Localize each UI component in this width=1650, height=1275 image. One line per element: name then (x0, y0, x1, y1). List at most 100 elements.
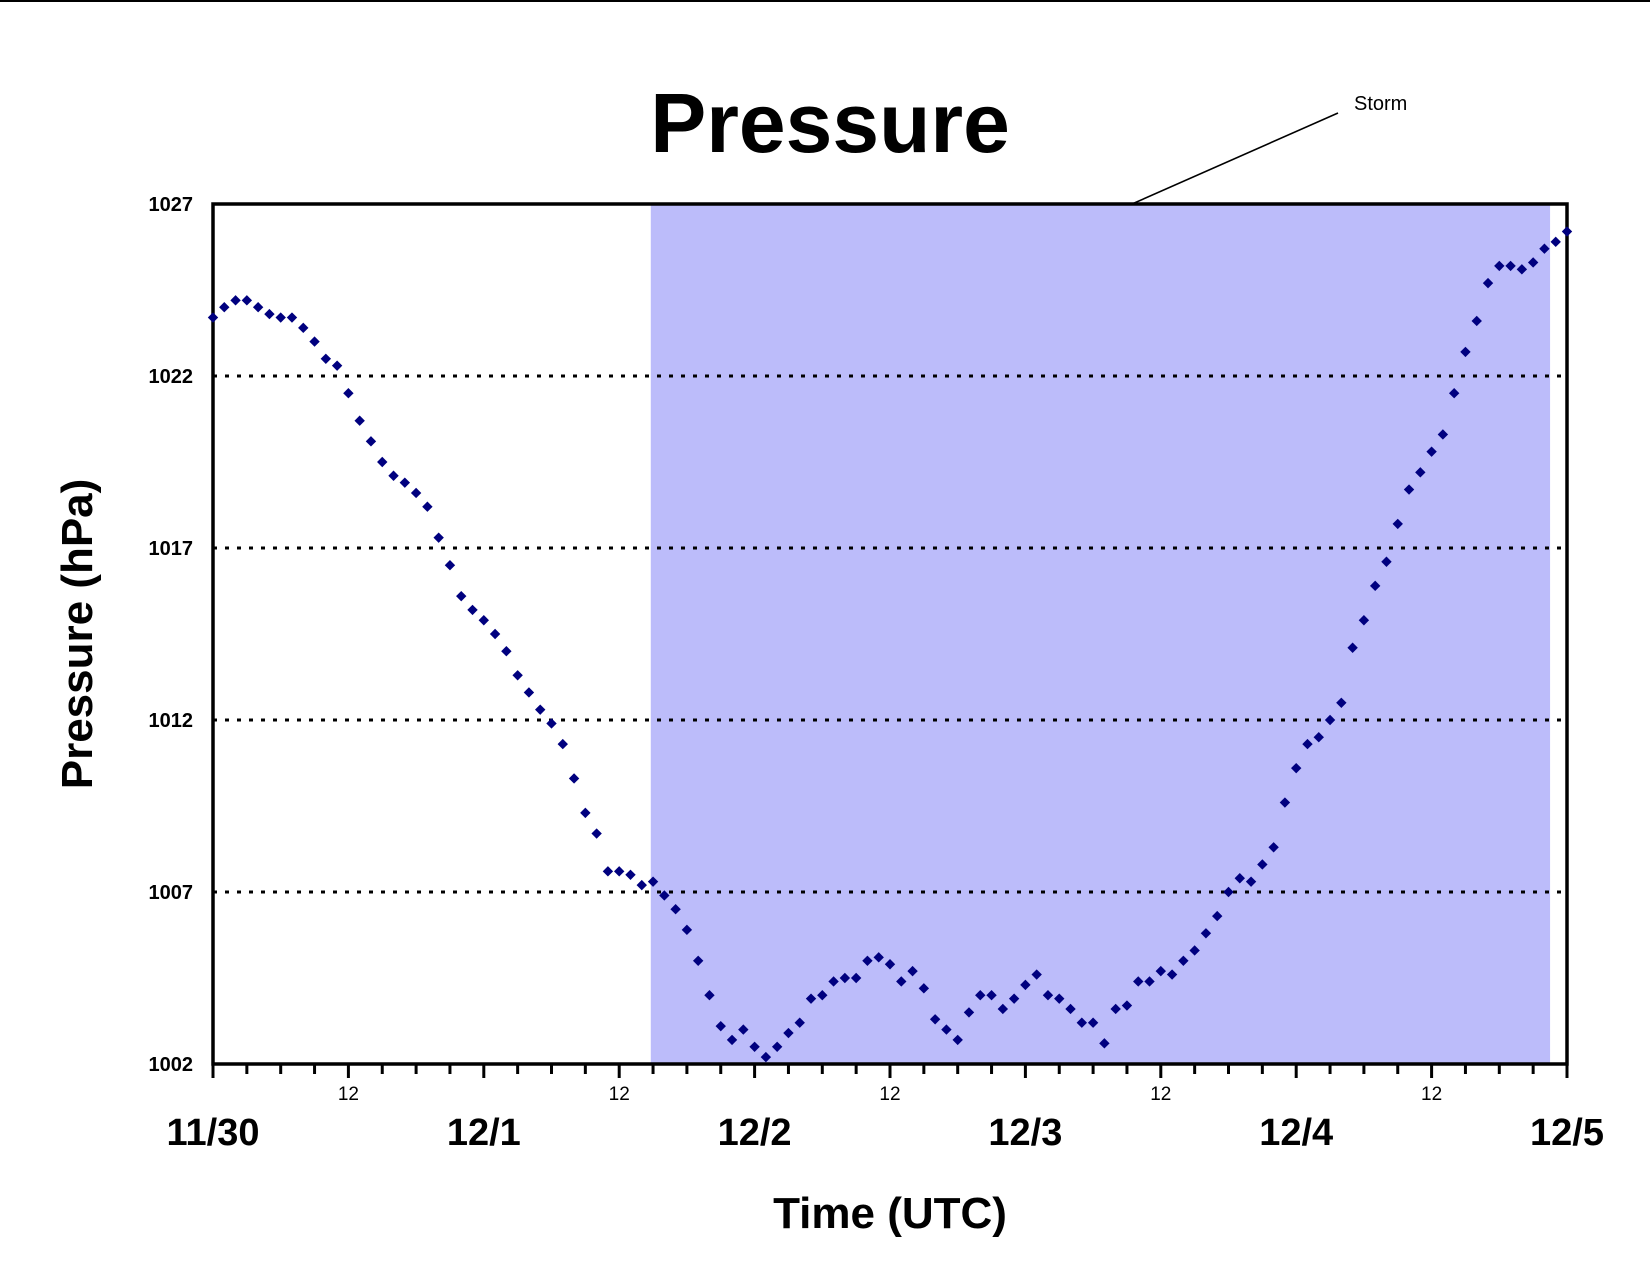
storm-annotation: Storm (1131, 93, 1407, 205)
data-point (467, 604, 478, 616)
data-point (783, 1027, 794, 1039)
x-major-tick-label: 12/1 (447, 1112, 521, 1154)
data-point (343, 388, 354, 399)
x-major-tick-label: 11/30 (167, 1112, 260, 1154)
data-point (647, 876, 659, 887)
data-point (907, 965, 918, 977)
data-point (839, 972, 851, 984)
data-point (1279, 797, 1291, 808)
data-point (1008, 993, 1020, 1004)
storm-label: Storm (1354, 93, 1407, 115)
x-axis-label: Time (UTC) (773, 1189, 1007, 1238)
data-point (1257, 859, 1268, 870)
y-tick-label: 1002 (149, 1054, 194, 1076)
data-point (286, 312, 298, 323)
data-point (1550, 236, 1561, 248)
data-point (298, 322, 309, 334)
x-major-tick-label: 12/5 (1530, 1112, 1604, 1154)
data-point (1223, 886, 1234, 898)
data-point (1460, 346, 1471, 358)
data-point (1426, 446, 1437, 457)
data-point (760, 1051, 772, 1063)
data-point (771, 1041, 783, 1052)
data-point (1076, 1017, 1088, 1028)
data-point (388, 470, 399, 481)
data-point (1539, 243, 1550, 254)
data-point (1144, 976, 1155, 987)
y-axis-label: Pressure (hPa) (53, 479, 102, 790)
x-minor-tick-label: 12 (879, 1084, 900, 1105)
data-point (884, 959, 896, 970)
data-point (433, 532, 444, 543)
data-point (1291, 762, 1302, 774)
data-point (1189, 945, 1200, 956)
data-point (568, 773, 580, 784)
x-major-tick-label: 12/4 (1259, 1112, 1333, 1154)
data-point (636, 879, 647, 891)
data-point (501, 646, 512, 657)
data-point (952, 1034, 963, 1046)
data-point (1505, 260, 1516, 272)
data-point (749, 1041, 760, 1052)
y-tick-label: 1022 (149, 366, 194, 388)
data-point (726, 1034, 738, 1046)
data-point (1042, 990, 1054, 1001)
data-point (1087, 1017, 1099, 1028)
data-point (1155, 965, 1166, 977)
data-point (873, 952, 884, 963)
data-point (1121, 1000, 1133, 1011)
data-point (422, 501, 433, 512)
data-point (704, 990, 715, 1001)
data-point (230, 295, 241, 306)
data-point (1336, 697, 1347, 708)
data-point (1392, 518, 1403, 530)
data-point (1166, 969, 1178, 980)
data-point (1482, 277, 1494, 289)
data-point (1313, 732, 1324, 743)
y-tick-label: 1012 (149, 710, 194, 732)
data-point (365, 436, 377, 447)
data-point (1369, 580, 1381, 592)
x-minor-tick-label: 12 (1150, 1084, 1171, 1105)
x-major-tick-label: 12/2 (718, 1112, 792, 1154)
data-point (817, 990, 828, 1001)
data-point (896, 976, 907, 987)
data-point (1133, 976, 1144, 987)
y-tick-label: 1027 (149, 194, 194, 216)
data-point (1448, 388, 1460, 399)
data-point (557, 738, 568, 750)
data-point (1212, 910, 1223, 922)
data-point (1245, 876, 1257, 887)
data-point (1358, 615, 1370, 626)
data-point (354, 415, 365, 426)
data-point (275, 312, 286, 323)
data-point (1471, 315, 1482, 327)
data-point (1054, 993, 1065, 1004)
data-point (805, 993, 817, 1004)
data-point (546, 718, 557, 729)
data-point (399, 477, 411, 488)
data-point (456, 590, 467, 602)
data-point (862, 955, 873, 966)
y-tick-label: 1007 (149, 882, 194, 904)
x-minor-tick-label: 12 (1421, 1084, 1442, 1105)
data-point (918, 983, 930, 994)
data-point (681, 924, 693, 936)
data-point (1324, 714, 1336, 726)
data-point (1234, 873, 1245, 884)
data-point (1516, 264, 1528, 275)
data-point (444, 560, 456, 571)
data-point (1302, 738, 1313, 750)
data-point (207, 312, 219, 323)
data-point (794, 1017, 805, 1028)
data-point (1415, 467, 1426, 478)
y-tick-label: 1017 (149, 538, 194, 560)
data-point (241, 295, 253, 306)
data-point (1494, 260, 1505, 272)
data-point (309, 336, 320, 347)
data-point (941, 1024, 952, 1035)
data-point (850, 972, 862, 984)
data-point (377, 456, 388, 468)
data-point (591, 828, 602, 839)
